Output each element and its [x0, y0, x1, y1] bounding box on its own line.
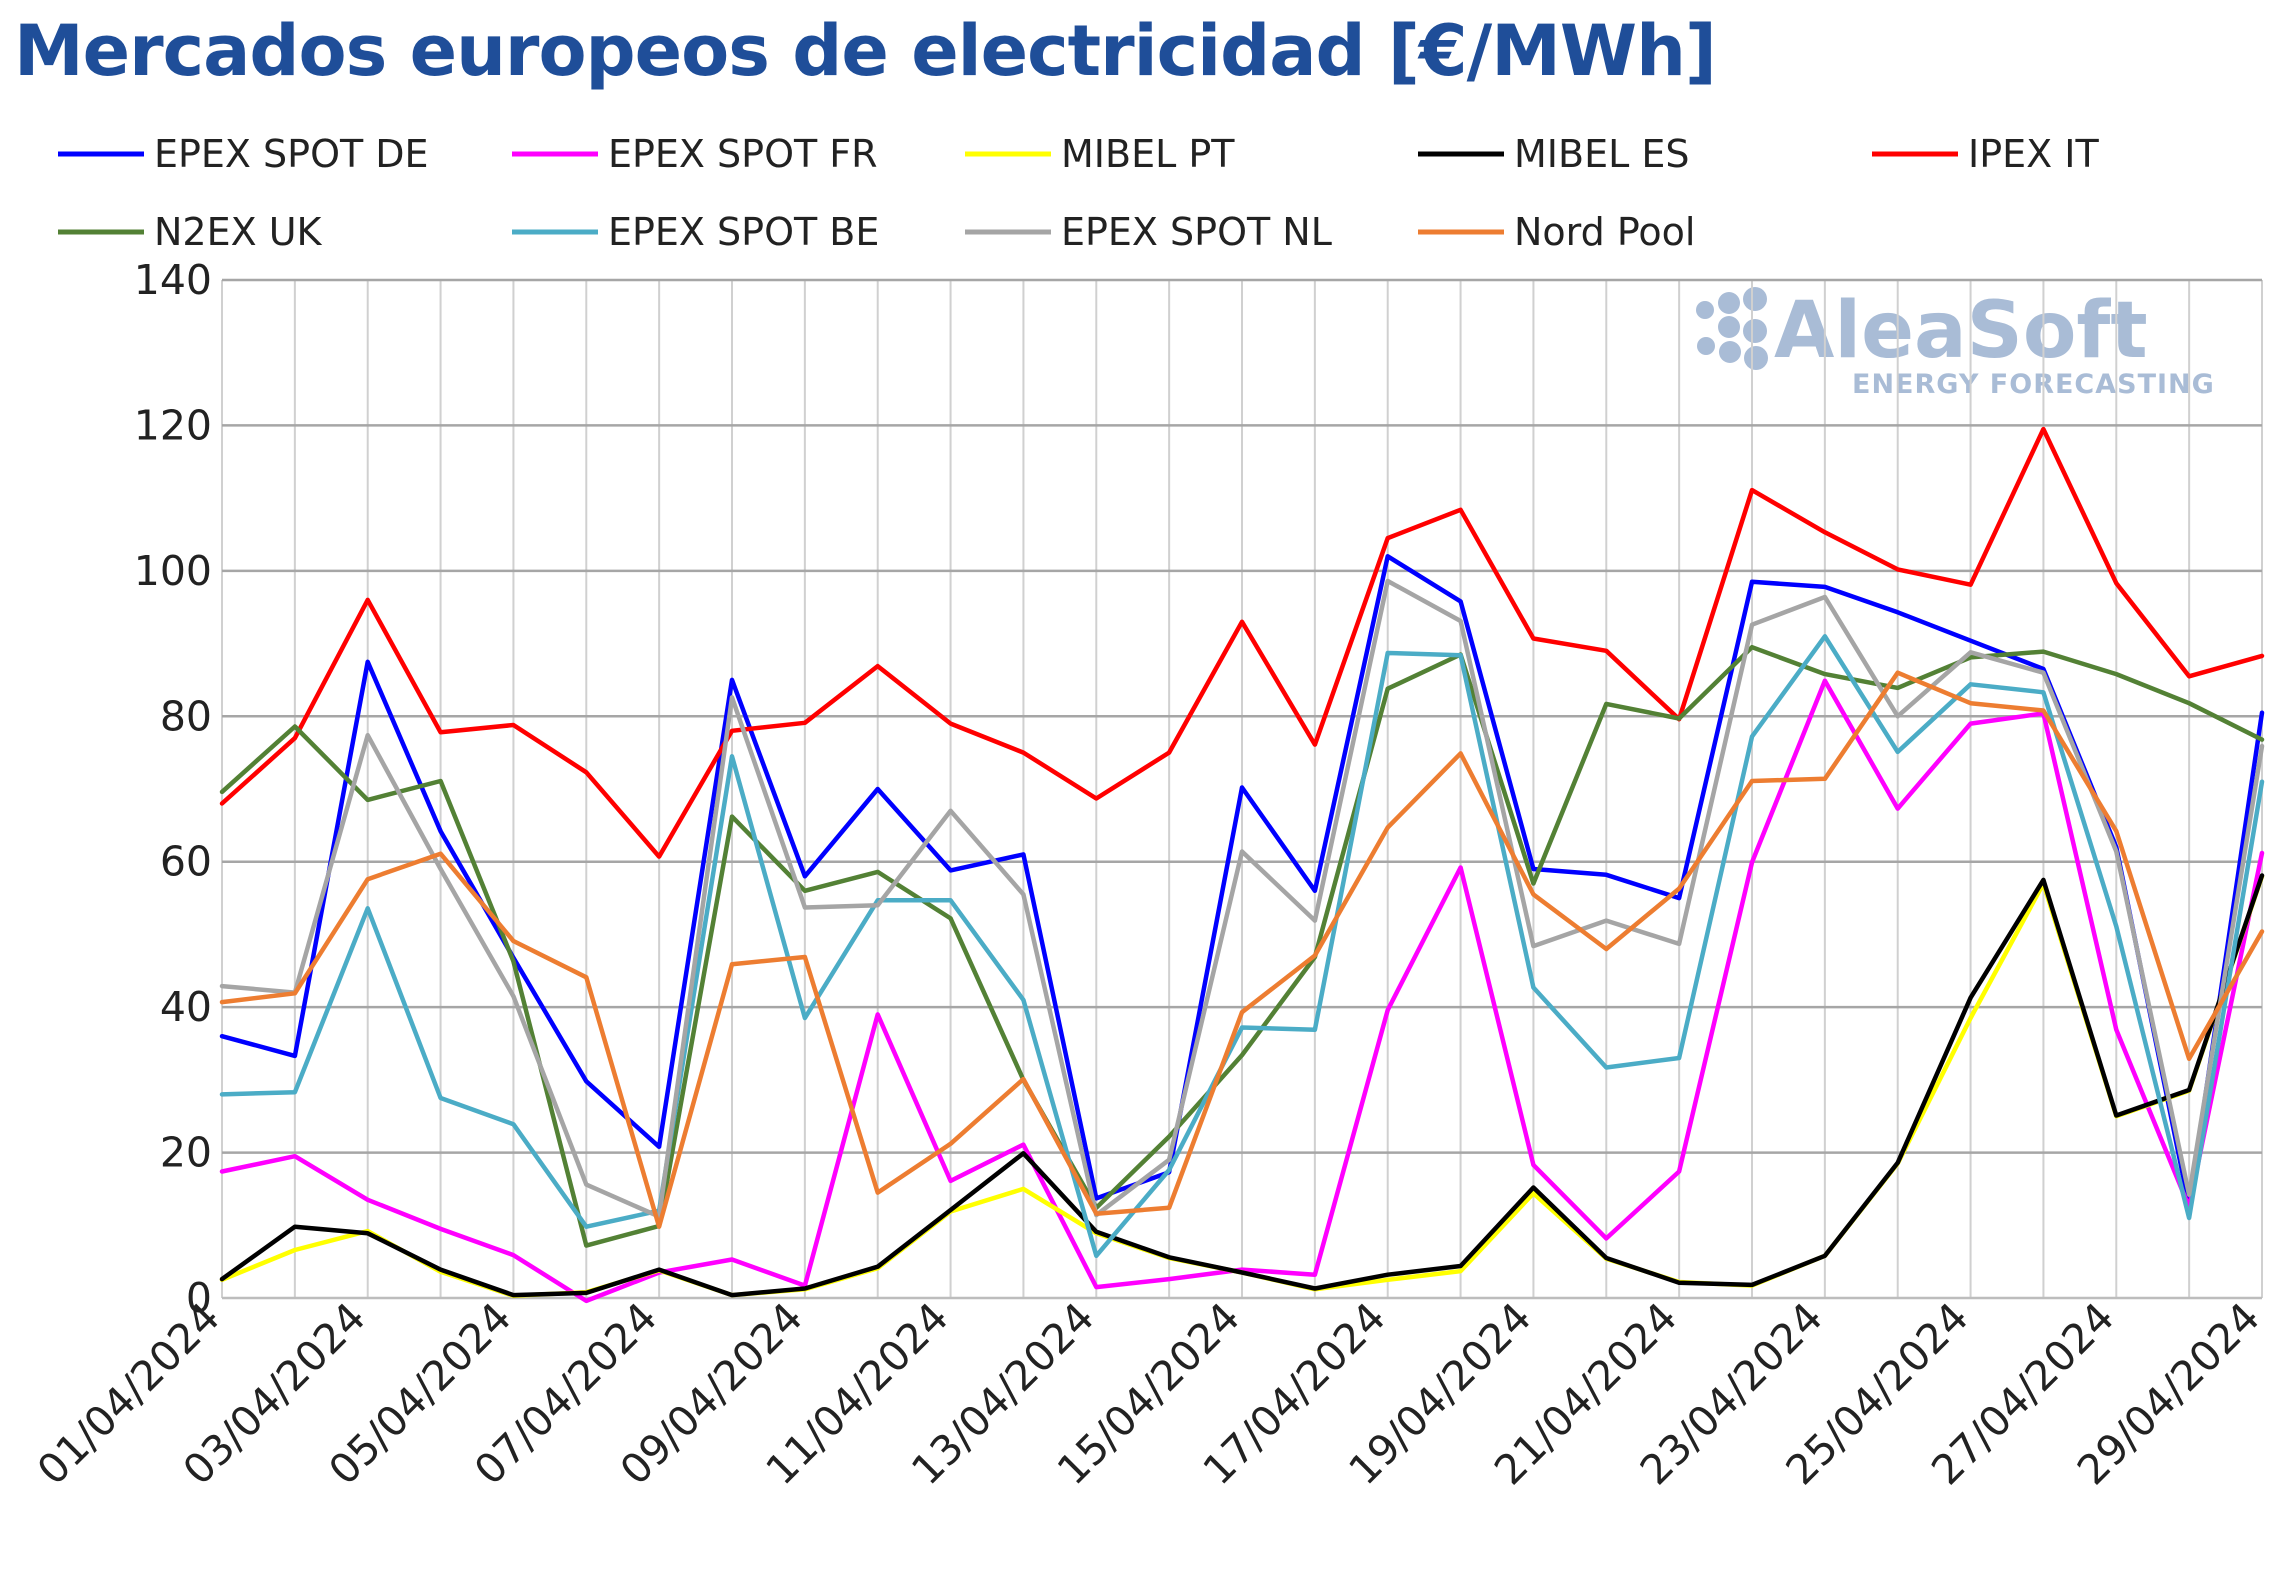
- series-line-epex-spot-de: [219, 554, 2265, 1208]
- legend-item-ipex-it: IPEX IT: [1872, 132, 2099, 176]
- series-line-epex-spot-fr: [219, 678, 2265, 1304]
- legend-item-mibel-pt: MIBEL PT: [965, 132, 1235, 176]
- aleasoft-logo-dots-icon: [1696, 287, 1768, 370]
- series-line-epex-spot-be: [219, 634, 2265, 1259]
- series-line-nord-pool: [219, 670, 2265, 1229]
- y-tick-label: 140: [134, 256, 212, 304]
- series-line-mibel-es: [219, 873, 2265, 1298]
- legend-item-mibel-es: MIBEL ES: [1418, 132, 1689, 176]
- chart-title: Mercados europeos de electricidad [€/MWh…: [14, 10, 1717, 92]
- legend-item-epex-spot-fr: EPEX SPOT FR: [512, 132, 878, 176]
- legend-label: MIBEL PT: [1061, 132, 1235, 176]
- legend-item-epex-spot-de: EPEX SPOT DE: [58, 132, 429, 176]
- aleasoft-watermark: AleaSoft ENERGY FORECASTING: [1696, 286, 2215, 400]
- y-tick-label: 80: [160, 692, 212, 740]
- y-axis: 0 20 40 60 80 100 120 140: [134, 256, 212, 1322]
- y-tick-label: 40: [160, 983, 212, 1031]
- legend-label: EPEX SPOT DE: [154, 132, 429, 176]
- y-tick-label: 0: [186, 1274, 212, 1322]
- legend-label: IPEX IT: [1968, 132, 2099, 176]
- y-tick-label: 60: [160, 838, 212, 886]
- legend-label: EPEX SPOT FR: [608, 132, 878, 176]
- watermark-brand: AleaSoft: [1774, 286, 2148, 376]
- watermark-tagline: ENERGY FORECASTING: [1852, 369, 2215, 400]
- series-lines: [219, 426, 2265, 1304]
- legend-item-n2ex-uk: N2EX UK: [58, 210, 323, 254]
- legend-item-epex-spot-be: EPEX SPOT BE: [512, 210, 879, 254]
- legend-item-epex-spot-nl: EPEX SPOT NL: [965, 210, 1332, 254]
- y-tick-label: 100: [134, 547, 212, 595]
- chart-legend: EPEX SPOT DE EPEX SPOT FR MIBEL PT MIBEL ES…: [58, 132, 2099, 254]
- series-line-ipex-it: [219, 426, 2265, 859]
- series-line-n2ex-uk: [219, 644, 2265, 1248]
- y-tick-label: 20: [160, 1129, 212, 1177]
- legend-label: Nord Pool: [1514, 210, 1695, 254]
- legend-label: N2EX UK: [154, 210, 323, 254]
- x-axis: 01/04/202403/04/202405/04/202407/04/2024…: [28, 1293, 2269, 1494]
- y-tick-label: 120: [134, 401, 212, 449]
- legend-label: EPEX SPOT NL: [1061, 210, 1332, 254]
- legend-item-nord-pool: Nord Pool: [1418, 210, 1695, 254]
- series-line-epex-spot-nl: [219, 578, 2265, 1219]
- legend-label: EPEX SPOT BE: [608, 210, 879, 254]
- legend-label: MIBEL ES: [1514, 132, 1689, 176]
